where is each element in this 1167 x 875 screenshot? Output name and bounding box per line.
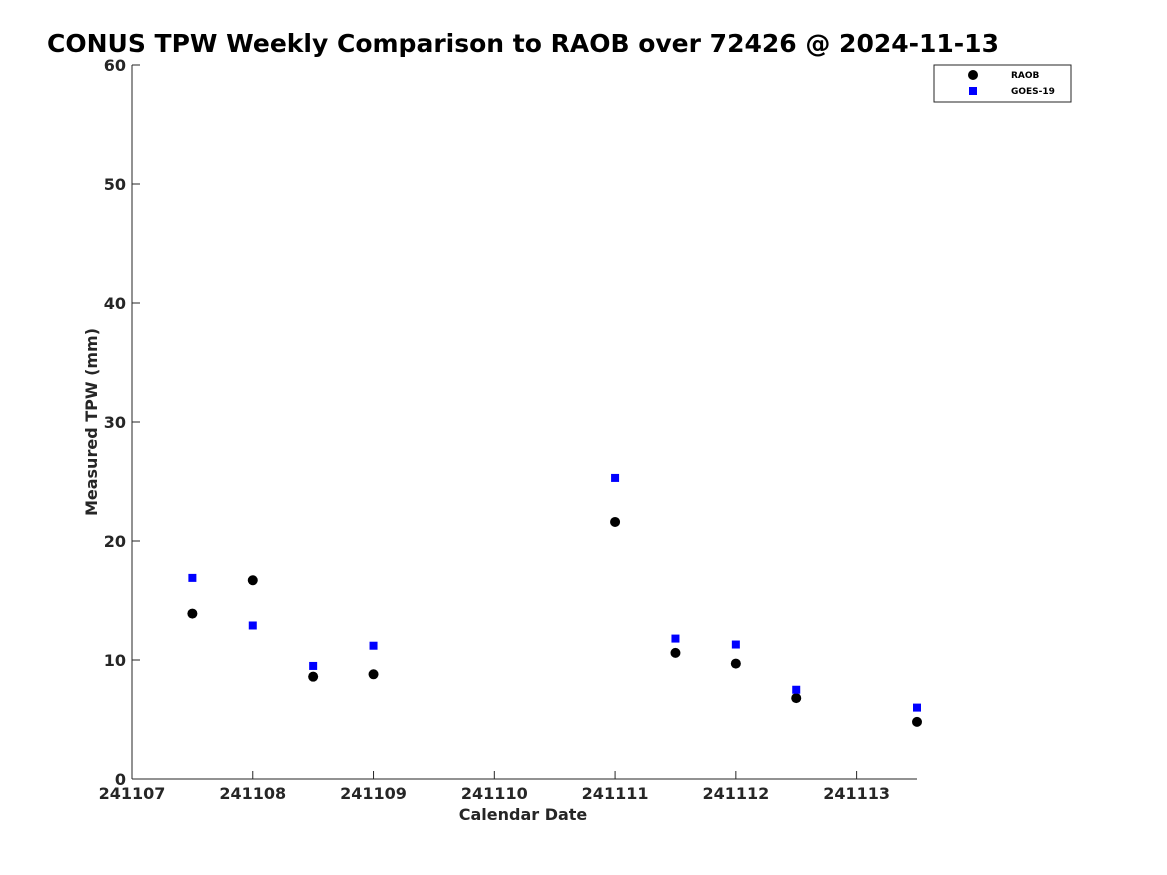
x-tick-label: 241111 bbox=[582, 784, 649, 803]
y-tick-label: 60 bbox=[104, 56, 126, 75]
goes19-point bbox=[792, 685, 801, 694]
series-goes-19 bbox=[188, 473, 921, 712]
series-layer bbox=[187, 473, 922, 727]
raob-point bbox=[791, 693, 802, 704]
goes19-point bbox=[913, 703, 921, 712]
x-tick-label: 241107 bbox=[99, 784, 166, 803]
y-tick-label: 10 bbox=[104, 651, 126, 670]
y-tick-label: 40 bbox=[104, 294, 126, 313]
legend-box bbox=[933, 64, 1072, 103]
legend-goes19-label: GOES-19 bbox=[1011, 87, 1055, 97]
y-axis-label: Measured TPW (mm) bbox=[82, 328, 101, 516]
raob-point bbox=[187, 608, 198, 619]
goes19-point bbox=[731, 640, 740, 649]
chart-title: CONUS TPW Weekly Comparison to RAOB over… bbox=[47, 29, 999, 58]
raob-point bbox=[670, 647, 681, 658]
goes19-point bbox=[248, 621, 257, 630]
raob-point bbox=[610, 516, 621, 527]
raob-point bbox=[730, 658, 741, 669]
x-tick-label: 241108 bbox=[219, 784, 286, 803]
x-tick-label: 241113 bbox=[823, 784, 890, 803]
goes19-point bbox=[188, 573, 197, 582]
goes19-point bbox=[309, 661, 318, 670]
goes19-point bbox=[611, 473, 620, 482]
y-tick-label: 0 bbox=[115, 770, 126, 789]
y-tick-label: 20 bbox=[104, 532, 126, 551]
y-tick-label: 30 bbox=[104, 413, 126, 432]
x-axis-label: Calendar Date bbox=[459, 805, 588, 824]
series-raob bbox=[187, 516, 922, 727]
goes19-point bbox=[671, 634, 680, 643]
legend-goes19-marker bbox=[969, 87, 977, 95]
raob-point bbox=[308, 671, 319, 682]
x-tick-label: 241109 bbox=[340, 784, 407, 803]
legend: RAOB GOES-19 bbox=[933, 64, 1072, 103]
goes19-point bbox=[369, 641, 378, 650]
x-tick-label: 241110 bbox=[461, 784, 528, 803]
legend-raob-label: RAOB bbox=[1011, 71, 1040, 81]
y-tick-label: 50 bbox=[104, 175, 126, 194]
raob-point bbox=[247, 575, 258, 586]
raob-point bbox=[912, 716, 922, 727]
x-tick-label: 241112 bbox=[702, 784, 769, 803]
x-ticks: 241107 241108 241109 241110 241111 241112 2411… bbox=[99, 771, 890, 803]
legend-raob-marker bbox=[968, 70, 978, 80]
y-ticks: 0 10 20 30 40 50 60 bbox=[104, 56, 140, 789]
raob-point bbox=[368, 669, 379, 680]
